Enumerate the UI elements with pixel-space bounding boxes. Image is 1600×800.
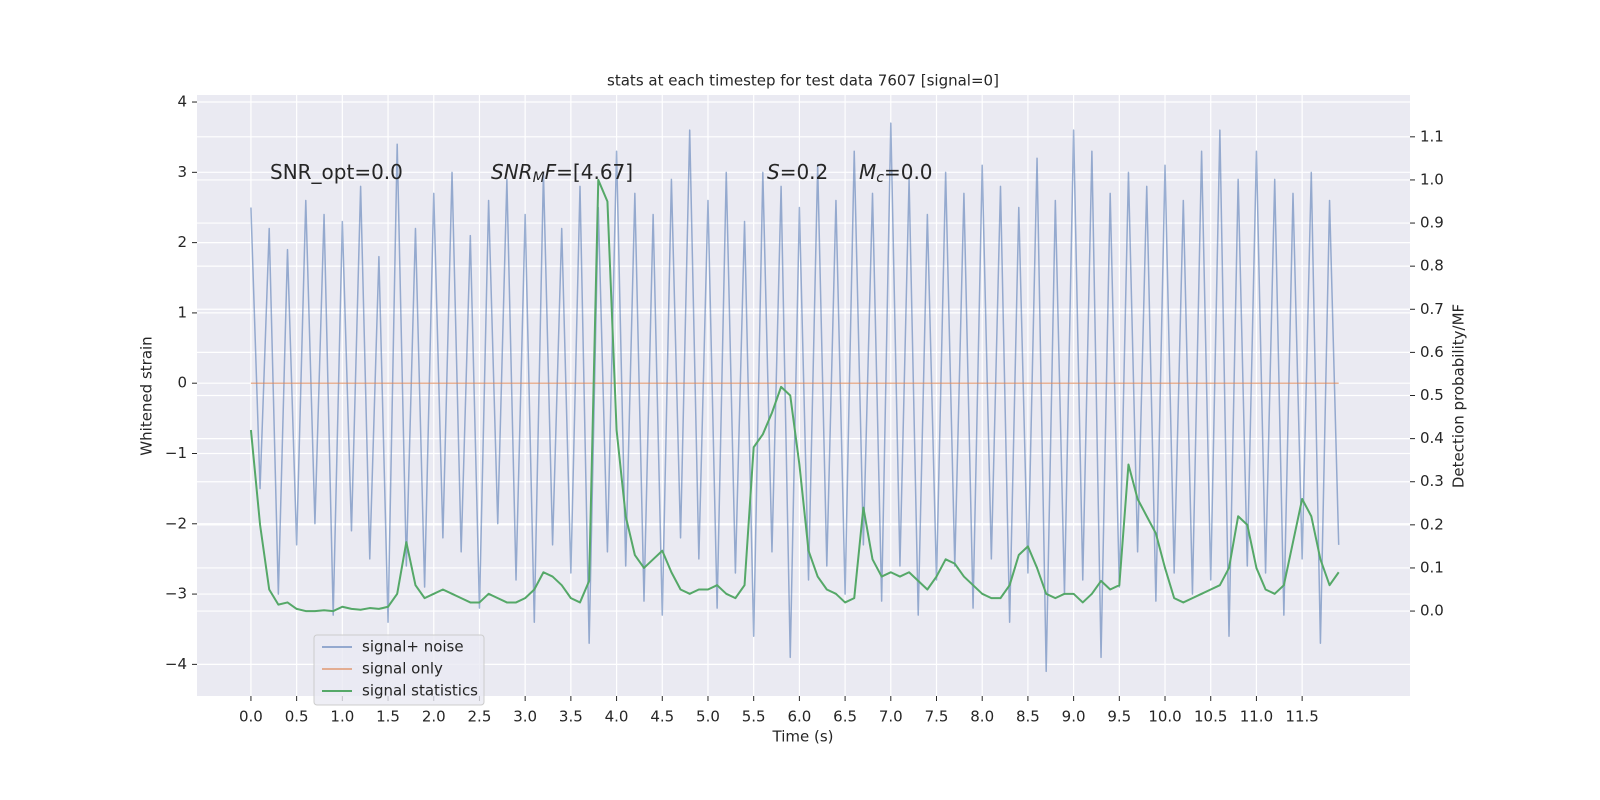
y2-tick-label: 0.9	[1420, 214, 1444, 232]
y-tick-label: 0	[177, 374, 187, 392]
x-tick-label: 11.5	[1285, 708, 1318, 726]
annotation-part: SNR	[491, 160, 533, 184]
series-line	[249, 178, 1340, 613]
y2-tick-label: 0.6	[1420, 343, 1444, 361]
annotation: S=0.2	[767, 160, 828, 184]
x-tick-label: 8.5	[1016, 708, 1040, 726]
x-tick-label: 2.5	[468, 708, 492, 726]
annotation-part: F	[545, 160, 557, 184]
x-tick-label: 0.5	[285, 708, 309, 726]
x-tick-label: 2.0	[422, 708, 446, 726]
y2-tick-label: 0.2	[1420, 515, 1444, 533]
annotation-part: =0.2	[780, 160, 829, 184]
y2-tick-label: 0.4	[1420, 429, 1444, 447]
x-tick-label: 8.0	[970, 708, 994, 726]
annotation-part: =[4.67]	[556, 160, 633, 184]
chart-title: stats at each timestep for test data 760…	[607, 72, 999, 90]
y-tick-label: −3	[165, 585, 187, 603]
x-tick-label: 1.0	[330, 708, 354, 726]
y-tick-label: 2	[177, 233, 187, 251]
y-tick-label: −1	[165, 444, 187, 462]
x-tick-label: 4.0	[605, 708, 629, 726]
x-tick-label: 11.0	[1240, 708, 1273, 726]
y2-tick-label: 1.1	[1420, 127, 1444, 145]
y-tick-label: −4	[165, 655, 187, 673]
legend-label: signal only	[362, 660, 443, 678]
annotation-part: M	[533, 170, 545, 186]
x-tick-label: 9.0	[1062, 708, 1086, 726]
x-tick-label: 4.5	[650, 708, 674, 726]
y2-tick-label: 0.1	[1420, 558, 1444, 576]
annotation: SNRMF=[4.67]	[491, 160, 633, 187]
legend: signal+ noise signal only signal statistic…	[313, 634, 485, 706]
x-tick-label: 7.0	[879, 708, 903, 726]
x-tick-label: 1.5	[376, 708, 400, 726]
y-tick-label: 1	[177, 303, 187, 321]
annotation: Mc=0.0	[859, 160, 933, 187]
x-tick-label: 5.0	[696, 708, 720, 726]
y2-tick-label: 0.3	[1420, 472, 1444, 490]
x-tick-label: 9.5	[1107, 708, 1131, 726]
x-tick-label: 3.0	[513, 708, 537, 726]
y-tick-label: 3	[177, 163, 187, 181]
annotation-part: S	[767, 160, 780, 184]
x-tick-label: 10.0	[1148, 708, 1181, 726]
y2-tick-label: 0.7	[1420, 300, 1444, 318]
y-tick-label: −2	[165, 514, 187, 532]
x-tick-label: 10.5	[1194, 708, 1227, 726]
x-axis-label: Time (s)	[772, 728, 834, 746]
annotation-part: SNR_opt=0.0	[270, 160, 403, 184]
x-tick-label: 3.5	[559, 708, 583, 726]
y2-tick-label: 1.0	[1420, 170, 1444, 188]
legend-label: signal statistics	[362, 682, 478, 700]
annotation-part: c	[876, 170, 884, 186]
y2-tick-label: 0.0	[1420, 602, 1444, 620]
annotation-part: M	[859, 160, 876, 184]
x-tick-label: 6.5	[833, 708, 857, 726]
annotation-part: =0.0	[884, 160, 933, 184]
y2-tick-label: 0.8	[1420, 257, 1444, 275]
y2-tick-label: 0.5	[1420, 386, 1444, 404]
x-tick-label: 7.5	[925, 708, 949, 726]
legend-box	[313, 634, 485, 706]
x-tick-label: 5.5	[742, 708, 766, 726]
y-axis-label: Whitened strain	[138, 336, 156, 455]
annotation: SNR_opt=0.0	[270, 160, 403, 184]
legend-label: signal+ noise	[362, 638, 464, 656]
x-tick-label: 6.0	[787, 708, 811, 726]
y2-axis-label: Detection probability/MF	[1450, 304, 1468, 488]
y-tick-label: 4	[177, 93, 187, 111]
x-tick-label: 0.0	[239, 708, 263, 726]
